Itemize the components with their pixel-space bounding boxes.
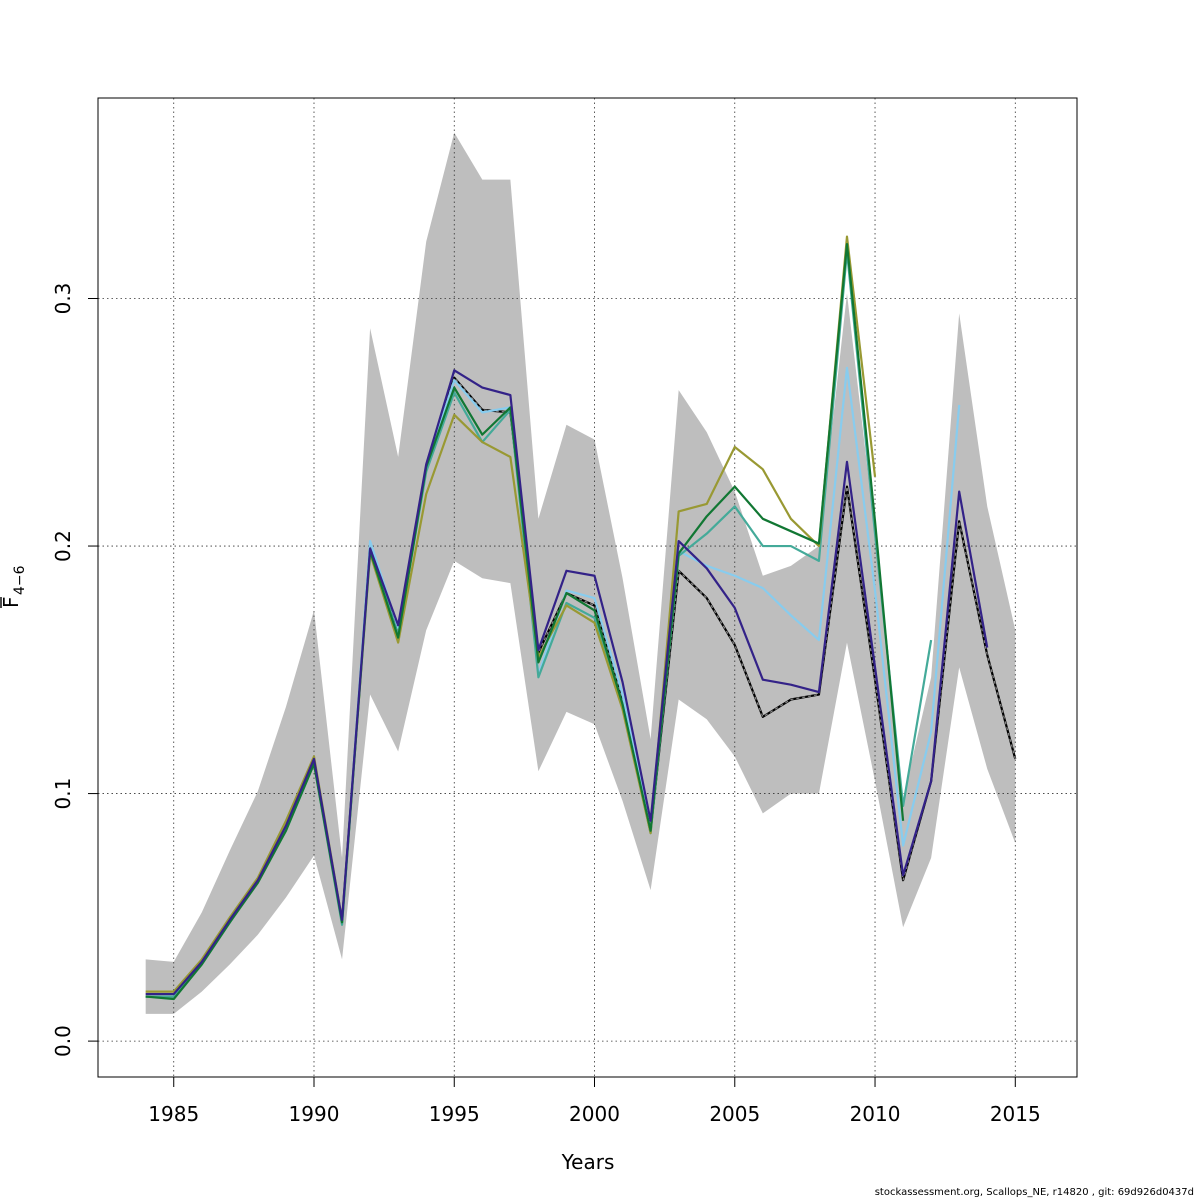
- y-tick-label: 0.1: [51, 778, 75, 810]
- y-axis-title: F 4−6: [0, 565, 28, 608]
- y-tick-label: 0.2: [51, 530, 75, 562]
- x-tick-label: 1990: [289, 1102, 340, 1126]
- x-tick-label: 2005: [709, 1102, 760, 1126]
- y-tick-label: 0.3: [51, 283, 75, 315]
- y-axis-title-main: F: [0, 596, 23, 608]
- y-tick-label: 0.0: [51, 1025, 75, 1057]
- x-tick-label: 2000: [569, 1102, 620, 1126]
- x-axis-title: Years: [561, 1150, 615, 1174]
- y-axis-title-subscript: 4−6: [12, 565, 28, 595]
- series-lines: [145, 235, 1017, 1001]
- series-line-3: [145, 235, 877, 993]
- series-line-4: [145, 242, 905, 1001]
- y-axis: 0.0 0.1 0.2 0.3: [51, 283, 99, 1057]
- x-tick-label: 1995: [429, 1102, 480, 1126]
- credit-text: stockassessment.org, Scallops_NE, r14820…: [874, 1187, 1194, 1198]
- x-axis: 1985 1990 1995 2000 2005 2010 2015: [148, 1076, 1041, 1126]
- x-tick-label: 2015: [990, 1102, 1041, 1126]
- series-line-5: [145, 369, 989, 996]
- x-tick-label: 1985: [148, 1102, 199, 1126]
- grid: [98, 98, 1077, 1077]
- x-tick-label: 2010: [850, 1102, 901, 1126]
